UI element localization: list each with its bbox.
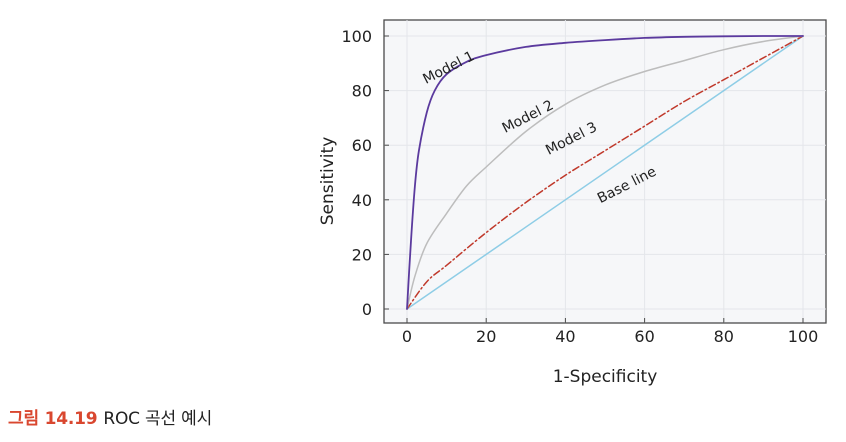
series-line-model-3 [406, 35, 804, 310]
series-line-base-line [406, 35, 804, 310]
y-tick-label: 80 [352, 82, 372, 101]
y-axis-label: Sensitivity [318, 137, 338, 226]
series-layer [406, 35, 804, 310]
x-tick-label: 80 [714, 327, 734, 346]
x-tick-label: 40 [555, 327, 575, 346]
y-tick-label: 40 [352, 191, 372, 210]
y-tick-label: 0 [362, 300, 372, 319]
figure-number: 그림 14.19 [8, 409, 98, 429]
grid-lines [384, 20, 826, 323]
x-tick-label: 0 [402, 327, 412, 346]
series-line-model-1 [406, 35, 804, 310]
x-tick-label: 100 [788, 327, 819, 346]
x-tick-label: 20 [476, 327, 496, 346]
caption-text: ROC 곡선 예시 [103, 409, 213, 429]
y-tick-label: 60 [352, 136, 372, 155]
figure-caption: 그림 14.19 ROC 곡선 예시 [8, 404, 212, 429]
axis-ticks: 0 20 40 60 80 100 0 20 40 60 80 100 [341, 27, 818, 346]
x-axis-label: 1-Specificity [553, 367, 658, 387]
x-tick-label: 60 [634, 327, 654, 346]
y-tick-label: 20 [352, 245, 372, 264]
y-tick-label: 100 [341, 27, 372, 46]
series-line-model-2 [406, 35, 804, 310]
